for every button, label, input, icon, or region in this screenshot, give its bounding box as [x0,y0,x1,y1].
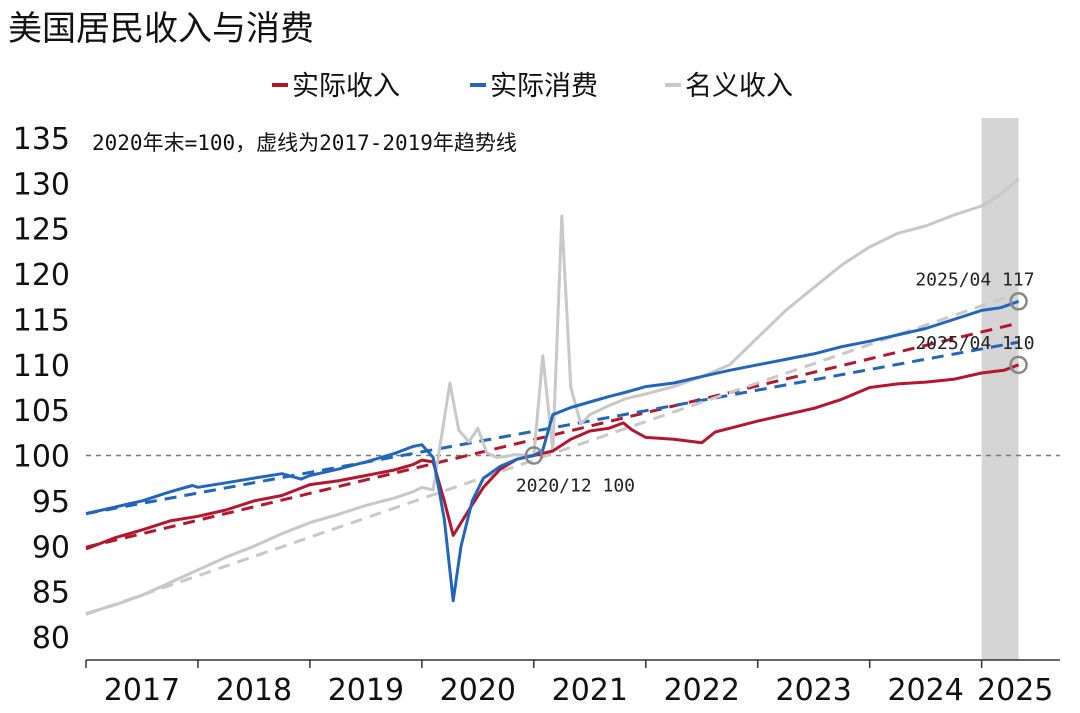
x-tick-label: 2017 [104,673,180,708]
annotation-markers: 2020/12 100 2025/04 117 2025/04 110 [516,269,1035,496]
x-tick-label: 2023 [776,673,852,708]
y-tick-label: 110 [13,349,70,384]
series-lines [85,177,1020,615]
chart-note: 2020年末=100，虚线为2017-2019年趋势线 [92,131,517,155]
y-tick-label: 115 [13,303,70,338]
legend-label: 实际消费 [490,71,598,102]
y-tick-label: 125 [13,213,70,248]
y-tick-label: 80 [32,621,70,656]
y-tick-label: 130 [13,167,70,202]
annotation-label: 2025/04 117 [915,269,1034,290]
annotation-label: 2020/12 100 [516,476,635,497]
y-tick-label: 135 [13,122,70,157]
x-tick-label: 2018 [216,673,292,708]
y-tick-label: 85 [32,576,70,611]
shaded-region [981,118,1019,660]
trend-line [85,291,1020,616]
annotation-label: 2025/04 110 [915,333,1034,354]
legend-label: 实际收入 [292,71,400,102]
x-tick-label: 2019 [328,673,404,708]
series-line [85,177,1020,615]
x-axis: 2017 2018 2019 2020 2021 2022 2023 2024 2025 [85,659,1060,708]
chart-title: 美国居民收入与消费 [8,9,314,49]
legend: 实际收入 实际消费 名义收入 [272,71,793,102]
annotation-marker [1009,355,1028,375]
legend-label: 名义收入 [685,71,793,102]
x-tick-label: 2022 [664,673,740,708]
trend-line [85,340,1019,516]
y-axis: 80 85 90 95 100 105 110 115 120 125 130 135 [13,122,70,656]
trend-lines [85,291,1020,616]
x-tick-label: 2021 [552,673,628,708]
y-tick-label: 100 [13,440,70,475]
series-line [85,363,1020,551]
x-tick-label: 2024 [887,673,963,708]
series-line [85,299,1020,603]
annotation-marker [1009,292,1028,311]
annotation-marker [524,446,544,465]
y-tick-label: 105 [13,394,70,429]
y-tick-label: 120 [13,258,70,293]
y-tick-label: 90 [32,530,70,565]
x-tick-label: 2020 [440,673,516,708]
y-tick-label: 95 [32,485,70,520]
x-tick-label: 2025 [977,673,1053,708]
